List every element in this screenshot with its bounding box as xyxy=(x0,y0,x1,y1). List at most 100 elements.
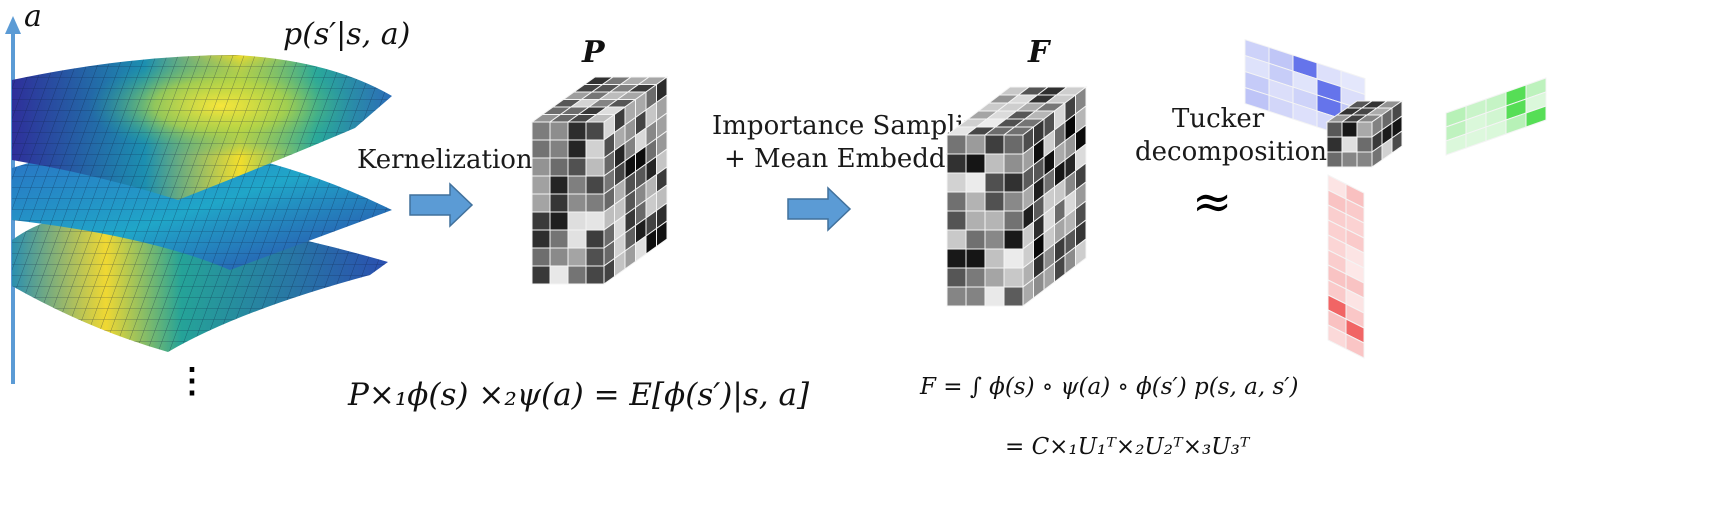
tensor-p-front-voxel xyxy=(531,175,551,195)
tensor-p-cube xyxy=(530,76,669,285)
tensor-f-front-voxel xyxy=(1003,191,1024,212)
kernelization-arrow xyxy=(409,182,474,228)
tensor-f-front-voxel xyxy=(946,248,967,269)
tensor-p-front-voxel xyxy=(549,211,569,231)
tensor-f-front-voxel xyxy=(1003,134,1024,155)
tensor-f: F xyxy=(945,35,1088,308)
tensor-p-front-voxel xyxy=(567,265,587,285)
tensor-p-front-voxel xyxy=(567,229,587,249)
core-front-voxel xyxy=(1356,136,1373,153)
tensor-p-front-voxel xyxy=(531,229,551,249)
importance-sampling-step: Importance Sampling + Mean Embedding xyxy=(712,111,997,232)
tensor-f-front-voxel xyxy=(1003,229,1024,250)
tensor-p-front-voxel xyxy=(531,247,551,267)
tensor-f-front-voxel xyxy=(1003,248,1024,269)
tensor-p-front-voxel xyxy=(585,193,605,213)
tensor-p-front-voxel xyxy=(549,229,569,249)
tucker-label: Tucker xyxy=(1172,104,1265,134)
core-front-voxel xyxy=(1341,151,1358,168)
tensor-p-front-voxel xyxy=(567,175,587,195)
surface-top xyxy=(12,55,392,200)
tensor-p-front-voxel xyxy=(531,121,551,141)
tensor-f-front-voxel xyxy=(984,191,1005,212)
tensor-f-front-voxel xyxy=(1003,267,1024,288)
surface-stack: p(s′|s, a) ⋮ xyxy=(12,17,410,401)
tensor-p-front-voxel xyxy=(585,121,605,141)
equation-f-line1: F = ∫ ϕ(s) ∘ ψ(a) ∘ ϕ(s′) p(s, a, s′) xyxy=(919,374,1298,400)
surface-label: p(s′|s, a) xyxy=(283,17,410,52)
tensor-f-front-voxel xyxy=(984,134,1005,155)
core-front-voxel xyxy=(1341,136,1358,153)
tensor-p-front-voxel xyxy=(549,247,569,267)
tensor-f-front-voxel xyxy=(984,286,1005,307)
tensor-f-front-voxel xyxy=(965,248,986,269)
core-front-voxel xyxy=(1356,121,1373,138)
tensor-f-side-voxel xyxy=(1075,237,1087,268)
axis-arrowhead xyxy=(5,16,21,34)
equation-f-line2: = C×₁U₁ᵀ×₂U₂ᵀ×₃U₃ᵀ xyxy=(1005,434,1251,460)
factor-red-cell xyxy=(1345,333,1365,359)
tensor-p: P xyxy=(530,35,669,285)
tensor-f-front-voxel xyxy=(965,191,986,212)
tensor-f-front-voxel xyxy=(965,229,986,250)
factor-matrix-red xyxy=(1327,174,1365,359)
core-front-voxel xyxy=(1326,136,1343,153)
tensor-p-front-voxel xyxy=(531,157,551,177)
tensor-f-front-voxel xyxy=(984,248,1005,269)
tensor-f-front-voxel xyxy=(965,172,986,193)
tensor-f-cube xyxy=(945,85,1088,308)
approx-symbol: ≈ xyxy=(1192,174,1232,230)
tucker-decomposition xyxy=(1244,38,1547,359)
tensor-f-front-voxel xyxy=(984,267,1005,288)
tensor-p-front-voxel xyxy=(585,247,605,267)
tensor-f-front-voxel xyxy=(1003,286,1024,307)
tensor-p-front-voxel xyxy=(549,139,569,159)
tensor-f-front-voxel xyxy=(984,153,1005,174)
tensor-p-front-voxel xyxy=(531,211,551,231)
tensor-f-front-voxel xyxy=(946,134,967,155)
tensor-f-front-voxel xyxy=(946,172,967,193)
mean-embedding-label: + Mean Embedding xyxy=(724,144,987,174)
tensor-p-front-voxel xyxy=(549,193,569,213)
tensor-f-front-voxel xyxy=(965,134,986,155)
decomposition-label: decomposition xyxy=(1135,137,1327,167)
tensor-f-front-voxel xyxy=(946,153,967,174)
kernelization-label: Kernelization xyxy=(357,145,533,175)
tensor-f-front-voxel xyxy=(965,286,986,307)
tensor-p-front-voxel xyxy=(567,121,587,141)
core-front-voxel xyxy=(1326,121,1343,138)
tensor-f-front-voxel xyxy=(1003,210,1024,231)
tensor-p-front-voxel xyxy=(567,193,587,213)
tensor-f-front-voxel xyxy=(965,153,986,174)
equation-p: P×₁ϕ(s) ×₂ψ(a) = E[ϕ(s′)|s, a] xyxy=(347,377,810,413)
tensor-p-label: P xyxy=(581,35,606,70)
tensor-p-front-voxel xyxy=(585,211,605,231)
ellipsis: ⋮ xyxy=(175,361,209,401)
tensor-f-front-voxel xyxy=(946,229,967,250)
tensor-p-front-voxel xyxy=(567,157,587,177)
tensor-p-front-voxel xyxy=(585,139,605,159)
factor-green-cell xyxy=(1525,105,1547,128)
axis-label: a xyxy=(24,0,42,34)
core-front-voxel xyxy=(1326,151,1343,168)
factor-matrix-green xyxy=(1445,77,1547,156)
core-tensor-cube xyxy=(1325,100,1404,168)
tensor-f-front-voxel xyxy=(946,191,967,212)
tensor-p-front-voxel xyxy=(549,265,569,285)
tensor-p-front-voxel xyxy=(585,175,605,195)
core-side-voxel xyxy=(1391,130,1403,154)
tensor-f-front-voxel xyxy=(946,210,967,231)
tensor-f-front-voxel xyxy=(984,229,1005,250)
tensor-p-front-voxel xyxy=(585,157,605,177)
tensor-p-front-voxel xyxy=(585,229,605,249)
tensor-f-front-voxel xyxy=(946,267,967,288)
tensor-f-front-voxel xyxy=(984,172,1005,193)
tensor-f-front-voxel xyxy=(1003,153,1024,174)
tensor-p-front-voxel xyxy=(531,139,551,159)
importance-sampling-arrow xyxy=(787,186,852,232)
tensor-f-front-voxel xyxy=(984,210,1005,231)
tensor-f-front-voxel xyxy=(1003,172,1024,193)
tensor-p-front-voxel xyxy=(531,265,551,285)
core-front-voxel xyxy=(1356,151,1373,168)
